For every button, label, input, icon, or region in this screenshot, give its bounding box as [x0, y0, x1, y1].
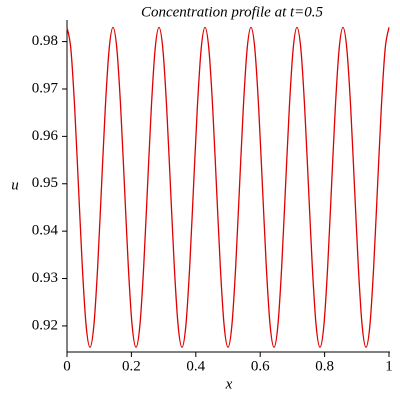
- y-tick-label: 0.93: [32, 270, 58, 286]
- y-tick-label: 0.92: [32, 317, 58, 333]
- y-tick-label: 0.96: [32, 128, 59, 144]
- y-tick-label: 0.95: [32, 175, 58, 191]
- chart-title: Concentration profile at t=0.5: [141, 4, 324, 20]
- x-tick-label: 0.2: [122, 358, 141, 374]
- x-tick-label: 0.6: [251, 358, 270, 374]
- x-tick-label: 1: [385, 358, 393, 374]
- x-tick-label: 0: [63, 358, 71, 374]
- y-tick-label: 0.98: [32, 33, 58, 49]
- y-tick-label: 0.97: [32, 80, 59, 96]
- y-axis-label: u: [11, 177, 19, 193]
- y-tick-label: 0.94: [32, 223, 59, 239]
- x-tick-label: 0.8: [315, 358, 334, 374]
- x-tick-label: 0.4: [186, 358, 205, 374]
- data-line: [66, 26, 390, 348]
- x-axis-label: x: [225, 376, 233, 392]
